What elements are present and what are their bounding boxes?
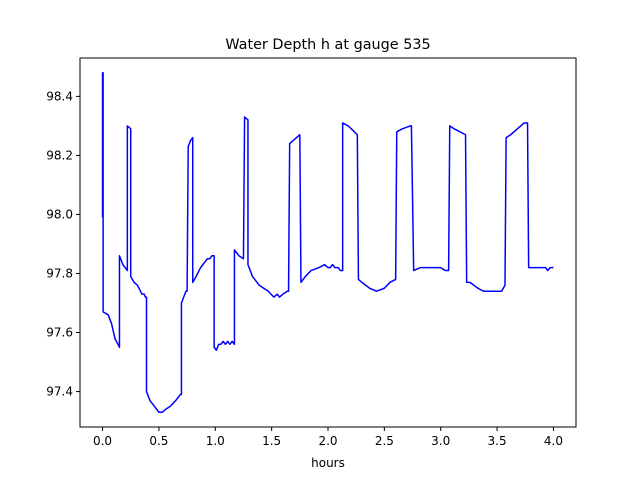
y-tick-label: 98.0 <box>46 207 73 221</box>
chart-title: Water Depth h at gauge 535 <box>225 37 430 53</box>
plot-area <box>101 72 554 413</box>
y-tick-label: 97.8 <box>46 266 73 280</box>
x-tick-label: 1.0 <box>206 434 225 448</box>
x-axis-label: hours <box>311 456 345 470</box>
x-tick-label: 0.0 <box>93 434 112 448</box>
y-tick-label: 98.4 <box>46 89 73 103</box>
x-tick-label: 2.0 <box>318 434 337 448</box>
x-tick-label: 1.5 <box>262 434 281 448</box>
axes-frame <box>79 57 577 428</box>
y-tick-label: 97.6 <box>46 326 73 340</box>
x-axis: 0.0 0.5 1.0 1.5 2.0 2.5 3.0 3.5 4.0 <box>93 427 563 448</box>
x-tick-label: 3.0 <box>431 434 450 448</box>
x-tick-label: 3.5 <box>488 434 507 448</box>
series-line-0 <box>101 72 554 413</box>
x-tick-label: 0.5 <box>149 434 168 448</box>
y-axis: 97.4 97.6 97.8 98.0 98.2 98.4 <box>46 89 80 399</box>
x-tick-label: 4.0 <box>544 434 563 448</box>
y-tick-label: 98.2 <box>46 148 73 162</box>
y-tick-label: 97.4 <box>46 385 73 399</box>
x-tick-label: 2.5 <box>375 434 394 448</box>
